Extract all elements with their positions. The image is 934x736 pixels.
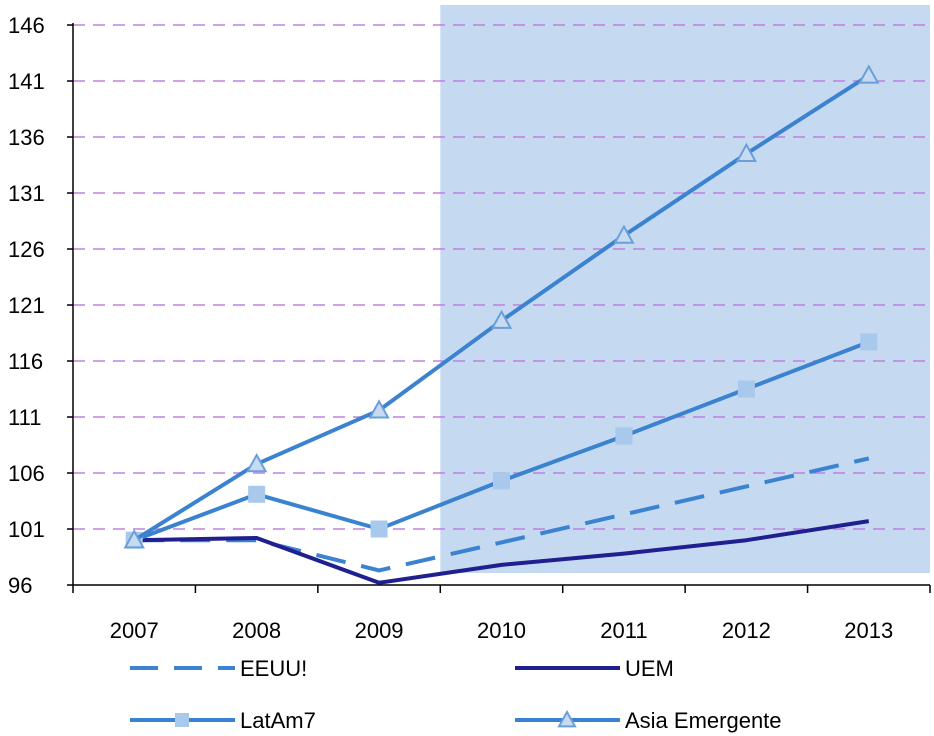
series-line-uem	[134, 519, 870, 585]
y-tick-label: 101	[8, 517, 45, 542]
x-tick-label: 2007	[110, 618, 159, 643]
x-tick-label: 2008	[232, 618, 281, 643]
legend-swatch-triangle	[557, 709, 577, 728]
legend-label: Asia Emergente	[625, 708, 782, 733]
legend-entry: Asia Emergente	[515, 708, 782, 733]
legend-swatch-square	[175, 713, 189, 727]
data-point-triangle	[735, 142, 758, 162]
data-point-triangle	[490, 309, 513, 329]
y-tick-labels: 96 101 106 111 116 121 126 131 136 141 146	[8, 13, 45, 598]
y-tick-label: 131	[8, 181, 45, 206]
legend-label: LatAm7	[240, 708, 316, 733]
y-tick-label: 126	[8, 237, 45, 262]
data-point-triangle	[123, 529, 145, 549]
x-tick-labels: 2007 2008 2009 2010 2011 2012 2013	[110, 618, 894, 643]
y-tick-label: 96	[8, 573, 32, 598]
series-line-eeuu	[134, 456, 870, 573]
legend-entry: LatAm7	[130, 708, 316, 733]
y-tick-label: 116	[8, 349, 43, 374]
axes	[67, 23, 931, 593]
data-point-square	[493, 472, 510, 490]
data-point-triangle	[613, 224, 635, 244]
y-tick-label: 106	[8, 461, 45, 486]
x-tick-label: 2013	[844, 618, 893, 643]
legend-entry: EEUU!	[130, 656, 307, 681]
data-point-square	[370, 520, 388, 538]
data-point-triangle	[858, 64, 880, 84]
data-point-square	[860, 333, 878, 351]
data-point-square	[737, 380, 755, 398]
y-tick-label: 111	[8, 405, 41, 430]
legend: EEUU! UEM LatAm7 Asia Emergente	[130, 656, 782, 733]
y-tick-label: 121	[8, 293, 45, 318]
legend-label: UEM	[625, 656, 674, 681]
x-tick-label: 2011	[600, 618, 647, 643]
legend-label: EEUU!	[240, 656, 307, 681]
data-point-square	[615, 427, 633, 445]
data-point-square	[248, 485, 266, 503]
x-tick-label: 2012	[722, 618, 771, 643]
x-tick-label: 2010	[477, 618, 526, 643]
forecast-shaded-region	[440, 5, 930, 573]
data-point-triangle	[368, 399, 390, 419]
y-tick-label: 146	[8, 13, 45, 38]
y-tick-label: 136	[8, 125, 45, 150]
series-lines	[123, 64, 880, 585]
shaded-region-rect	[440, 5, 930, 573]
legend-entry: UEM	[515, 656, 674, 681]
y-tick-label: 141	[8, 69, 45, 94]
data-point-triangle	[245, 452, 268, 473]
x-tick-label: 2009	[355, 618, 404, 643]
